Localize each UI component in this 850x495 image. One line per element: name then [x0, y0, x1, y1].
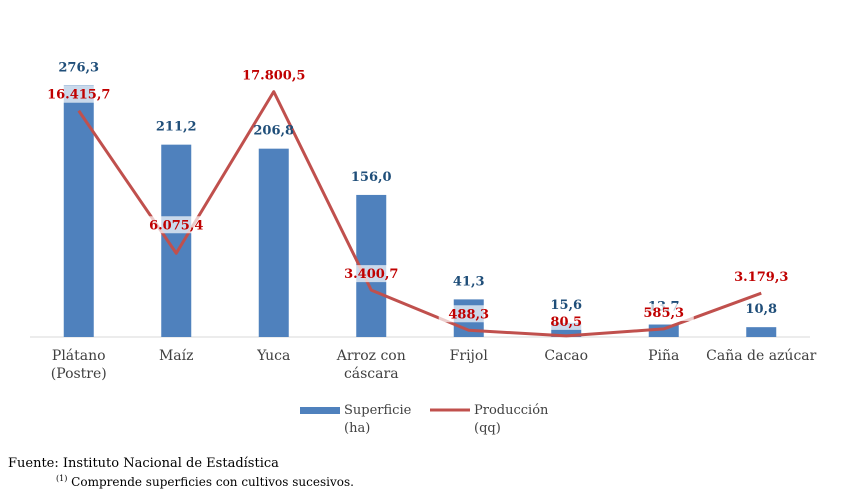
line-value-label: 488,3	[448, 307, 489, 322]
source-note: Fuente: Instituto Nacional de Estadístic…	[8, 456, 279, 471]
legend-unit-produccion: (qq)	[474, 421, 501, 436]
bar-value-label: 156,0	[351, 170, 392, 185]
line-value-label-bg	[48, 85, 109, 103]
category-label: Yuca	[256, 348, 290, 364]
legend: Superficie (ha) Producción (qq)	[300, 403, 549, 436]
category-label: Piña	[648, 348, 679, 364]
line-value-label: 16.415,7	[47, 88, 110, 103]
bar	[63, 85, 94, 337]
footnote-text: Comprende superficies con cultivos suces…	[71, 475, 354, 489]
line-value-label: 80,5	[550, 315, 582, 330]
line-series: 276,3211,2206,8156,041,315,613,710,816.4…	[47, 60, 792, 338]
legend-swatch-superficie	[300, 407, 340, 414]
category-label: (Postre)	[51, 366, 107, 382]
category-label: cáscara	[344, 366, 399, 382]
line-value-label-bg	[633, 303, 694, 321]
line-value-label: 585,3	[643, 306, 684, 321]
category-label: Plátano	[52, 348, 106, 364]
legend-unit-superficie: (ha)	[344, 421, 370, 436]
footnote: (1) Comprende superficies con cultivos s…	[56, 474, 354, 489]
line-value-label-bg	[341, 265, 402, 283]
bar-value-label: 211,2	[156, 120, 197, 135]
bar-value-label: 206,8	[253, 124, 294, 139]
bar-value-label: 41,3	[453, 274, 485, 289]
line-value-label-bg	[243, 66, 304, 84]
legend-label-superficie: Superficie	[344, 403, 412, 418]
category-label: Arroz con	[336, 348, 406, 364]
line-value-label-bg	[731, 268, 792, 286]
bar	[258, 148, 289, 337]
bar	[161, 144, 192, 337]
bar-value-label: 15,6	[550, 298, 582, 313]
bar	[746, 327, 777, 337]
category-labels: Plátano (Postre) Maíz Yuca Arroz con cáscara F…	[51, 348, 817, 382]
chart: 276,3211,2206,8156,041,315,613,710,816.4…	[30, 60, 817, 436]
category-label: Maíz	[159, 348, 194, 364]
category-label: Cacao	[544, 348, 588, 364]
bar-value-label: 10,8	[745, 302, 777, 317]
line-value-label-bg	[536, 312, 597, 330]
bar-value-label: 276,3	[58, 60, 99, 75]
line-value-label-bg	[146, 216, 207, 234]
line-value-label: 3.179,3	[734, 270, 788, 285]
line-value-label: 3.400,7	[344, 267, 398, 282]
line-value-label: 6.075,4	[149, 218, 203, 233]
category-label: Frijol	[450, 348, 489, 364]
category-label: Caña de azúcar	[706, 348, 816, 364]
line-value-label: 17.800,5	[242, 69, 305, 84]
legend-label-produccion: Producción	[474, 403, 549, 418]
line-value-label-bg	[438, 305, 499, 323]
footnote-marker: (1)	[56, 474, 68, 483]
